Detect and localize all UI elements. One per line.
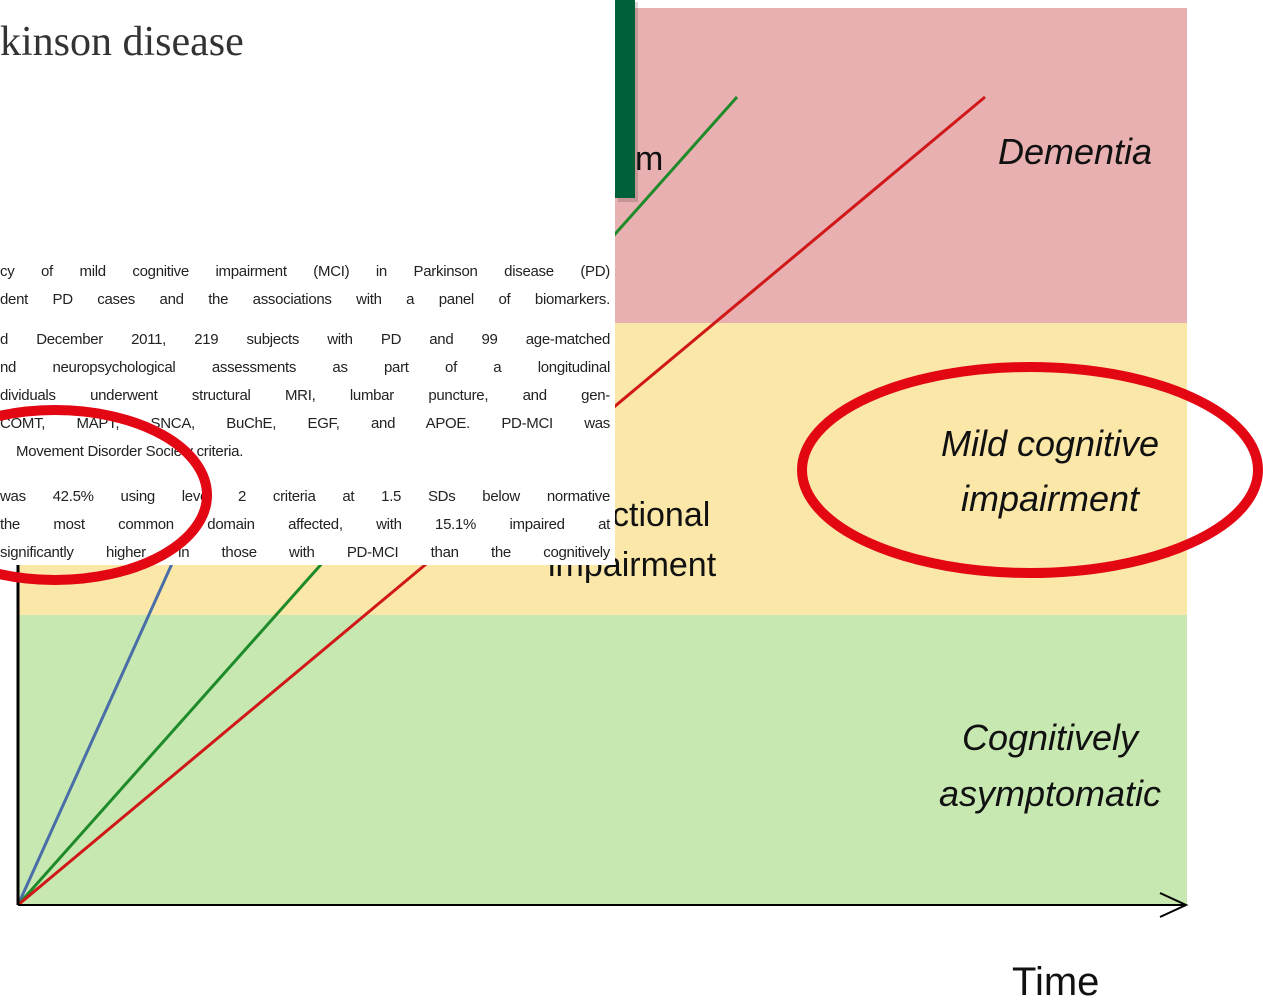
abstract-line: dividuals underwent structural MRI, lumb… (0, 387, 610, 404)
line-label: ctional (612, 496, 710, 534)
abstract-line: Movement Disorder Society criteria. (16, 443, 244, 460)
abstract-line: significantly higher in those with PD-MC… (0, 544, 610, 561)
abstract-paragraph: cy of mild cognitive impairment (MCI) in… (0, 258, 610, 314)
abstract-paragraph: was 42.5% using level 2 criteria at 1.5 … (0, 483, 610, 565)
zone-label: Cognitively (962, 717, 1140, 758)
x-axis-label: Time (1012, 960, 1099, 1001)
abstract-line: dent PD cases and the associations with … (0, 291, 610, 308)
abstract-line: nd neuropsychological assessments as par… (0, 359, 610, 376)
abstract-line: cy of mild cognitive impairment (MCI) in… (0, 263, 610, 280)
paper-title: kinson disease (0, 19, 244, 65)
zone-label: impairment (961, 478, 1141, 519)
abstract-line: the most common domain affected, with 15… (0, 516, 610, 533)
paper-excerpt: kinson disease cy of mild cognitive impa… (0, 0, 615, 565)
abstract-line: d December 2011, 219 subjects with PD an… (0, 331, 610, 348)
line-label: m (635, 140, 663, 178)
zone-label: asymptomatic (939, 773, 1161, 814)
x-axis-arrow (1159, 892, 1189, 918)
zone-label: Dementia (998, 131, 1152, 172)
abstract-paragraph: d December 2011, 219 subjects with PD an… (0, 326, 610, 466)
asymptomatic-zone (18, 615, 1187, 905)
abstract-line: was 42.5% using level 2 criteria at 1.5 … (0, 488, 610, 505)
abstract-line: COMT, MAPT, SNCA, BuChE, EGF, and APOE. … (0, 415, 610, 432)
zone-label: Mild cognitive (941, 423, 1159, 464)
